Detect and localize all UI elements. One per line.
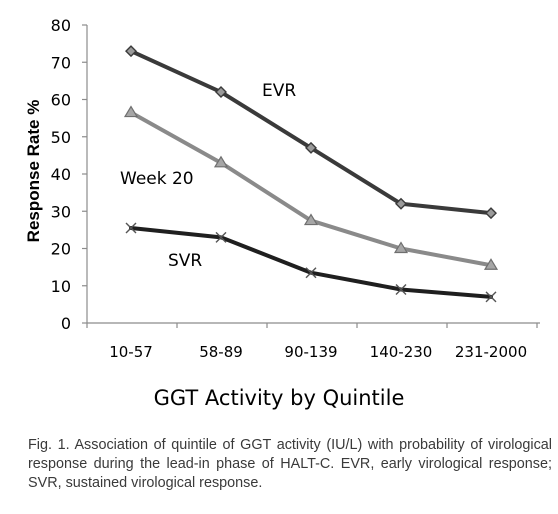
- x-tick-label: 10-57: [109, 343, 153, 361]
- data-point-stroke: [395, 283, 407, 295]
- y-axis-title-group: Response Rate %: [24, 100, 43, 243]
- data-point: [485, 207, 497, 220]
- x-tick-label: 231-2000: [455, 343, 527, 361]
- series-label: EVR: [262, 81, 296, 101]
- data-point: [123, 105, 139, 118]
- y-tick-label: 50: [51, 128, 71, 147]
- series-evr: [125, 45, 497, 220]
- data-point: [125, 45, 137, 58]
- data-point: [395, 283, 407, 295]
- data-point: [303, 213, 319, 226]
- data-point-stroke: [305, 267, 317, 279]
- y-tick-label: 0: [61, 314, 71, 333]
- y-tick-label: 10: [51, 277, 71, 296]
- data-point: [305, 141, 317, 154]
- data-point: [483, 258, 499, 270]
- data-point: [305, 267, 317, 279]
- x-tick-label: 140-230: [370, 343, 433, 361]
- x-tick-label: 58-89: [199, 343, 243, 361]
- series-svr: [125, 222, 497, 303]
- y-tick-label: 30: [51, 202, 71, 221]
- chart: Response Rate % 0 10 20 30 40 50 60 70 80 10-57 58…: [24, 16, 540, 361]
- series-label: Week 20: [120, 169, 194, 189]
- data-point: [395, 197, 407, 210]
- data-point: [485, 291, 497, 303]
- x-axis-title: GGT Activity by Quintile: [153, 386, 405, 410]
- y-tick-label: 80: [51, 16, 71, 35]
- series-week-20: [123, 105, 499, 270]
- data-point-stroke: [485, 291, 497, 303]
- figure-caption-text: Fig. 1. Association of quintile of GGT a…: [28, 437, 552, 491]
- data-point: [215, 86, 227, 99]
- data-point: [393, 241, 409, 254]
- data-point-stroke: [215, 231, 227, 243]
- y-axis-title: Response Rate %: [24, 100, 43, 243]
- y-tick-label: 70: [51, 53, 71, 72]
- y-tick-label: 40: [51, 165, 71, 184]
- series-layer: [123, 45, 499, 303]
- data-point: [125, 222, 137, 234]
- x-tick-label: 90-139: [284, 343, 337, 361]
- data-point: [213, 155, 229, 168]
- y-tick-label: 20: [51, 240, 71, 259]
- figure-caption: Fig. 1. Association of quintile of GGT a…: [10, 436, 552, 493]
- series-labels: EVR Week 20 SVR: [120, 81, 296, 271]
- series-label: SVR: [168, 251, 202, 271]
- y-tick-label: 60: [51, 91, 71, 110]
- axes: 0 10 20 30 40 50 60 70 80 10-57 58-89 90-139 140-230…: [51, 16, 540, 361]
- data-point: [215, 231, 227, 243]
- data-point-stroke: [125, 222, 137, 234]
